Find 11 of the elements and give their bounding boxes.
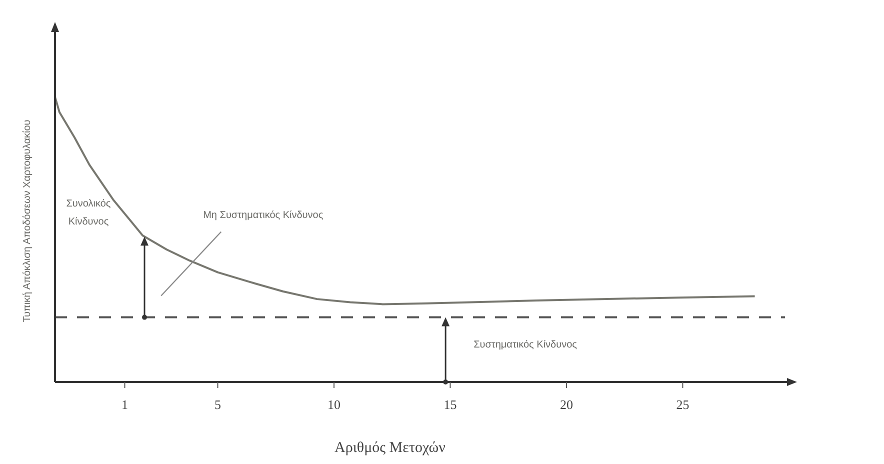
x-tick-label: 25 xyxy=(676,397,690,412)
annotation: Μη Συστηματικός Κίνδυνος xyxy=(203,210,324,221)
x-tick-label: 15 xyxy=(444,397,457,412)
x-tick-label: 1 xyxy=(122,397,128,412)
x-tick-label: 20 xyxy=(560,397,573,412)
annotation: Συστηματικός Κίνδυνος xyxy=(474,339,578,350)
x-tick-label: 10 xyxy=(327,397,340,412)
x-tick-label: 5 xyxy=(214,397,221,412)
y-axis-title: Τυπική Απόκλιση Αποδόσεων Χαρτοφυλακίου xyxy=(22,120,33,322)
annotation: Συνολικός Κίνδυνος xyxy=(66,198,111,228)
x-axis-title: Αριθμός Μετοχών xyxy=(334,440,446,456)
